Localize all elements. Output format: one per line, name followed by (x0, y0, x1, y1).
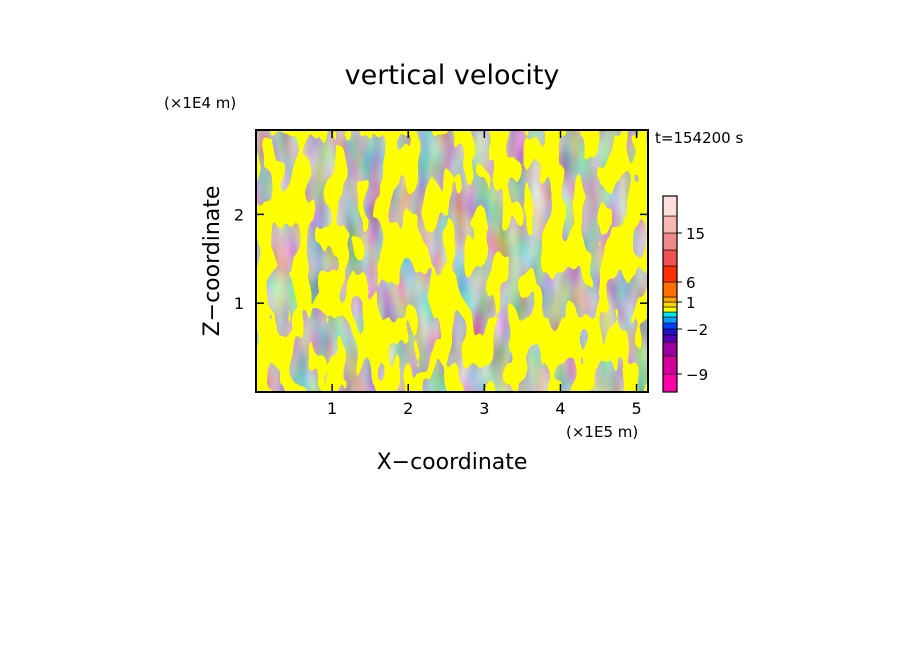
y-tick-label: 1 (234, 294, 244, 313)
colorbar-band (662, 232, 678, 251)
x-tick-label: 3 (479, 399, 489, 418)
x-tick-label: 1 (327, 399, 337, 418)
colorbar-label: −2 (686, 321, 708, 339)
colorbar-band (662, 328, 678, 336)
x-axis-multiplier: (×1E5 m) (566, 423, 638, 441)
colorbar-band (662, 281, 678, 298)
colorbar-band (662, 311, 678, 318)
x-tick-label: 4 (555, 399, 565, 418)
x-tick-label: 2 (403, 399, 413, 418)
time-label: t=154200 s (655, 129, 743, 147)
colorbar-band (662, 334, 678, 343)
colorbar-label: 1 (686, 294, 696, 312)
y-axis-multiplier: (×1E4 m) (164, 94, 236, 112)
colorbar-band (662, 322, 678, 330)
y-tick-label: 2 (234, 205, 244, 224)
colorbar-band (662, 215, 678, 234)
colorbar (662, 195, 678, 393)
x-axis-ticks: 1 2 3 4 5 (327, 130, 642, 418)
plot-frame (255, 129, 649, 393)
colorbar-band (662, 306, 678, 313)
colorbar-band (662, 296, 678, 303)
y-axis-ticks: 12 (234, 205, 648, 313)
colorbar-band (662, 316, 678, 324)
colorbar-band (662, 249, 678, 267)
x-tick-label: 5 (631, 399, 641, 418)
field-pattern-layer (256, 130, 648, 392)
colorbar-frame (662, 195, 678, 393)
colorbar-label: 6 (686, 274, 696, 292)
x-axis-label: X−coordinate (377, 450, 528, 475)
colorbar-band (662, 301, 678, 308)
colorbar-label: 15 (686, 225, 705, 243)
colorbar-labels: 15 6 1 −2 −9 (677, 225, 708, 384)
colorbar-band (662, 265, 678, 283)
colorbar-band (662, 195, 678, 217)
colorbar-band (662, 373, 678, 393)
y-axis-label: Z−coordinate (200, 186, 225, 337)
colorbar-band (662, 355, 678, 375)
field-negative-region (256, 130, 648, 392)
chart-title: vertical velocity (345, 60, 560, 91)
colorbar-band (662, 341, 678, 357)
colorbar-label: −9 (686, 366, 708, 384)
